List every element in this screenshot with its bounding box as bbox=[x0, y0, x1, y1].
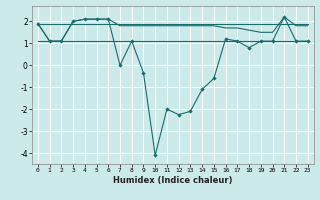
X-axis label: Humidex (Indice chaleur): Humidex (Indice chaleur) bbox=[113, 176, 233, 185]
